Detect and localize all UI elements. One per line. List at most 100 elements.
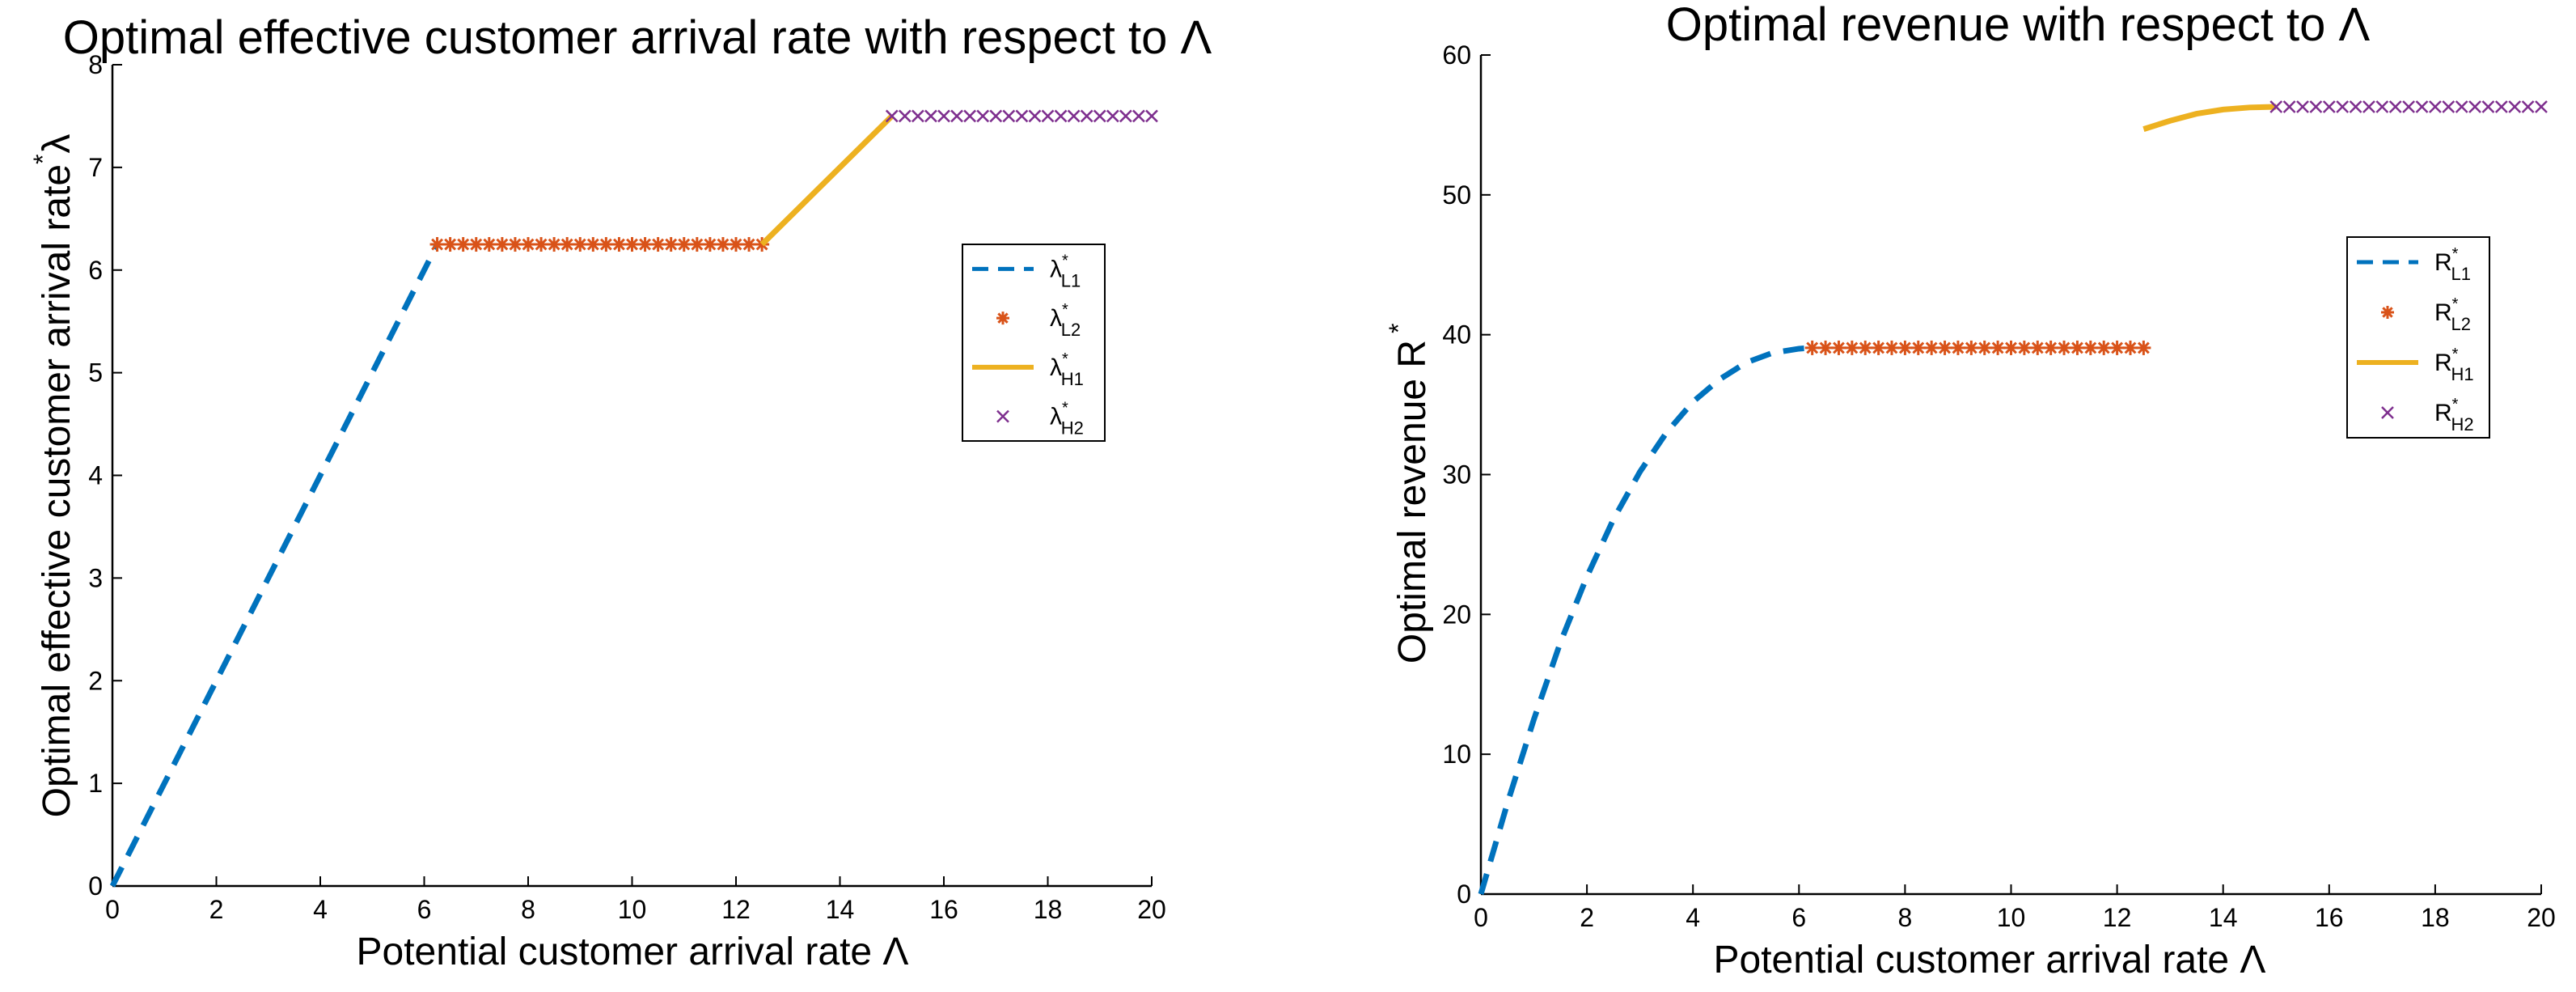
- chart-left-series-l2-point: [481, 237, 497, 252]
- chart-right-series-l2-point: [2016, 340, 2032, 355]
- chart-right-y-label-group: Optimal revenue R *: [1384, 324, 1434, 664]
- chart-left-y-tick-label: 3: [88, 563, 103, 592]
- chart-right-series-h2-point: [2388, 100, 2402, 113]
- chart-right-legend-h1-label: R* H1: [2434, 346, 2474, 384]
- chart-right-series-l2-point: [2057, 340, 2072, 355]
- chart-right-y-tick-label: 30: [1442, 460, 1471, 490]
- chart-right-x-tick-label: 8: [1898, 903, 1913, 932]
- chart-right-x-tick-label: 16: [2315, 903, 2344, 932]
- chart-left-legend-h1-label: λ* H1: [1050, 350, 1084, 389]
- chart-right-series-l2-point: [1910, 340, 1926, 355]
- chart-right-series-l2-point: [1977, 340, 1992, 355]
- chart-left-x-tick-label: 18: [1034, 895, 1063, 924]
- chart-right-x-tick-label: 12: [2103, 903, 2132, 932]
- chart-right: Optimal revenue with respect to Λ 0 2 4 6 8 1…: [1384, 0, 2556, 981]
- chart-left-series-l2-point: [573, 237, 588, 252]
- chart-right-series-l2-point: [2003, 340, 2019, 355]
- chart-left-legend-box: [962, 244, 1106, 442]
- chart-right-series-l2-point: [2083, 340, 2098, 355]
- chart-left-x-tick-label: 0: [105, 895, 120, 924]
- chart-right-series-h2-point: [2521, 100, 2535, 113]
- chart-right-series-h2-point: [2415, 100, 2429, 113]
- chart-right-x-ticks: 0 2 4 6 8 10 12 14 16 18 20: [1474, 884, 2556, 932]
- chart-right-y-tick-label: 20: [1442, 600, 1471, 629]
- chart-right-x-tick-label: 18: [2421, 903, 2450, 932]
- chart-left-plot-area: [111, 65, 1152, 888]
- chart-left-y-tick-label: 0: [88, 871, 103, 901]
- chart-left-legend-l2-label: λ* L2: [1050, 301, 1081, 340]
- chart-left-x-ticks: 0 2 4 6 8 10 12 14 16 18 20: [105, 876, 1166, 924]
- chart-right-series-l1-line: [1478, 345, 1813, 895]
- chart-right-series-l2-point: [1884, 340, 1900, 355]
- chart-left-series: [109, 109, 1158, 888]
- chart-right-series-l2-point: [1818, 340, 1834, 355]
- chart-left-series-l2-point: [534, 237, 549, 252]
- chart-right-x-tick-label: 4: [1686, 903, 1700, 932]
- chart-right-series-l2-point: [2070, 340, 2085, 355]
- chart-right-series-h2-point: [2349, 100, 2362, 113]
- chart-left-y-tick-label: 1: [88, 769, 103, 798]
- chart-right-legend-l2-label: R* L2: [2434, 295, 2471, 334]
- chart-right-series-l2-point: [1871, 340, 1886, 355]
- chart-left-series-h2-point: [989, 109, 1003, 123]
- chart-left-y-label: Optimal effective customer arrival rate …: [36, 134, 78, 818]
- chart-left-x-tick-label: 14: [826, 895, 855, 924]
- chart-right-series-l2-point: [2096, 340, 2112, 355]
- chart-left-title: Optimal effective customer arrival rate …: [63, 11, 1212, 64]
- chart-right-series-h2-point: [2455, 100, 2468, 113]
- chart-left-series-l1-line: [109, 243, 440, 888]
- chart-left-series-h2-point: [1028, 109, 1042, 123]
- chart-right-legend-l1-label: R* L1: [2434, 245, 2471, 284]
- chart-left-series-h2-point: [1119, 109, 1132, 123]
- chart-right-series-l2-point: [1897, 340, 1913, 355]
- chart-right-series-h2-point: [2296, 100, 2309, 113]
- chart-left-y-label-group: Optimal effective customer arrival rate …: [28, 134, 78, 818]
- chart-right-legend-l2-swatch: [2381, 306, 2394, 319]
- chart-left-series-l2-point: [586, 237, 601, 252]
- chart-left-series-h2-point: [1067, 109, 1081, 123]
- chart-left-series-l2-point: [715, 237, 730, 252]
- chart-left-series-h2-point: [1002, 109, 1016, 123]
- chart-right-x-tick-label: 0: [1474, 903, 1488, 932]
- chart-right-series-l2-point: [1858, 340, 1873, 355]
- chart-right-series-l2-point: [2136, 340, 2151, 355]
- chart-left-series-l2-markers: [429, 237, 770, 252]
- chart-right-series-h2-point: [2442, 100, 2455, 113]
- chart-left-y-tick-label: 8: [88, 50, 103, 79]
- chart-left-x-tick-label: 10: [618, 895, 647, 924]
- chart-left-series-h1-line: [759, 113, 895, 247]
- chart-left-x-tick-label: 4: [313, 895, 328, 924]
- chart-left-series-l2-point: [702, 237, 717, 252]
- chart-right-x-label: Potential customer arrival rate Λ: [1714, 939, 2266, 981]
- chart-left-legend-h2-swatch: [996, 409, 1009, 423]
- chart-left-y-tick-label: 4: [88, 461, 103, 490]
- chart-left-x-tick-label: 6: [417, 895, 432, 924]
- chart-right-y-tick-label: 60: [1442, 40, 1471, 70]
- chart-right-series-h2-point: [2402, 100, 2416, 113]
- chart-left-x-tick-label: 16: [929, 895, 958, 924]
- chart-left-series-h2-markers: [885, 109, 1158, 123]
- chart-right-series-h2-point: [2481, 100, 2495, 113]
- chart-left-legend-l1-label: λ* L1: [1050, 252, 1081, 290]
- chart-left-series-l2-point: [676, 237, 692, 252]
- chart-left-series-h2-point: [924, 109, 937, 123]
- chart-right-series-h2-point: [2494, 100, 2508, 113]
- chart-left-series-h2-point: [885, 109, 899, 123]
- chart-left-series-l2-point: [429, 237, 445, 252]
- chart-left-x-label: Potential customer arrival rate Λ: [357, 931, 909, 973]
- chart-right-series-h2-markers: [2269, 100, 2548, 113]
- chart-left-series-h2-point: [1015, 109, 1029, 123]
- chart-right-y-tick-label: 50: [1442, 180, 1471, 210]
- chart-right-series-h2-point: [2336, 100, 2350, 113]
- chart-left: Optimal effective customer arrival rate …: [28, 11, 1212, 973]
- chart-right-series-h2-point: [2468, 100, 2481, 113]
- chart-left-series-l2-point: [663, 237, 679, 252]
- chart-left-x-tick-label: 8: [521, 895, 535, 924]
- chart-left-series-h2-point: [963, 109, 977, 123]
- chart-right-x-tick-label: 20: [2527, 903, 2556, 932]
- chart-right-y-tick-label: 0: [1457, 880, 1471, 909]
- chart-left-x-tick-label: 20: [1137, 895, 1166, 924]
- chart-right-series: [1478, 100, 2548, 895]
- chart-right-legend-h2-label: R* H2: [2434, 396, 2474, 435]
